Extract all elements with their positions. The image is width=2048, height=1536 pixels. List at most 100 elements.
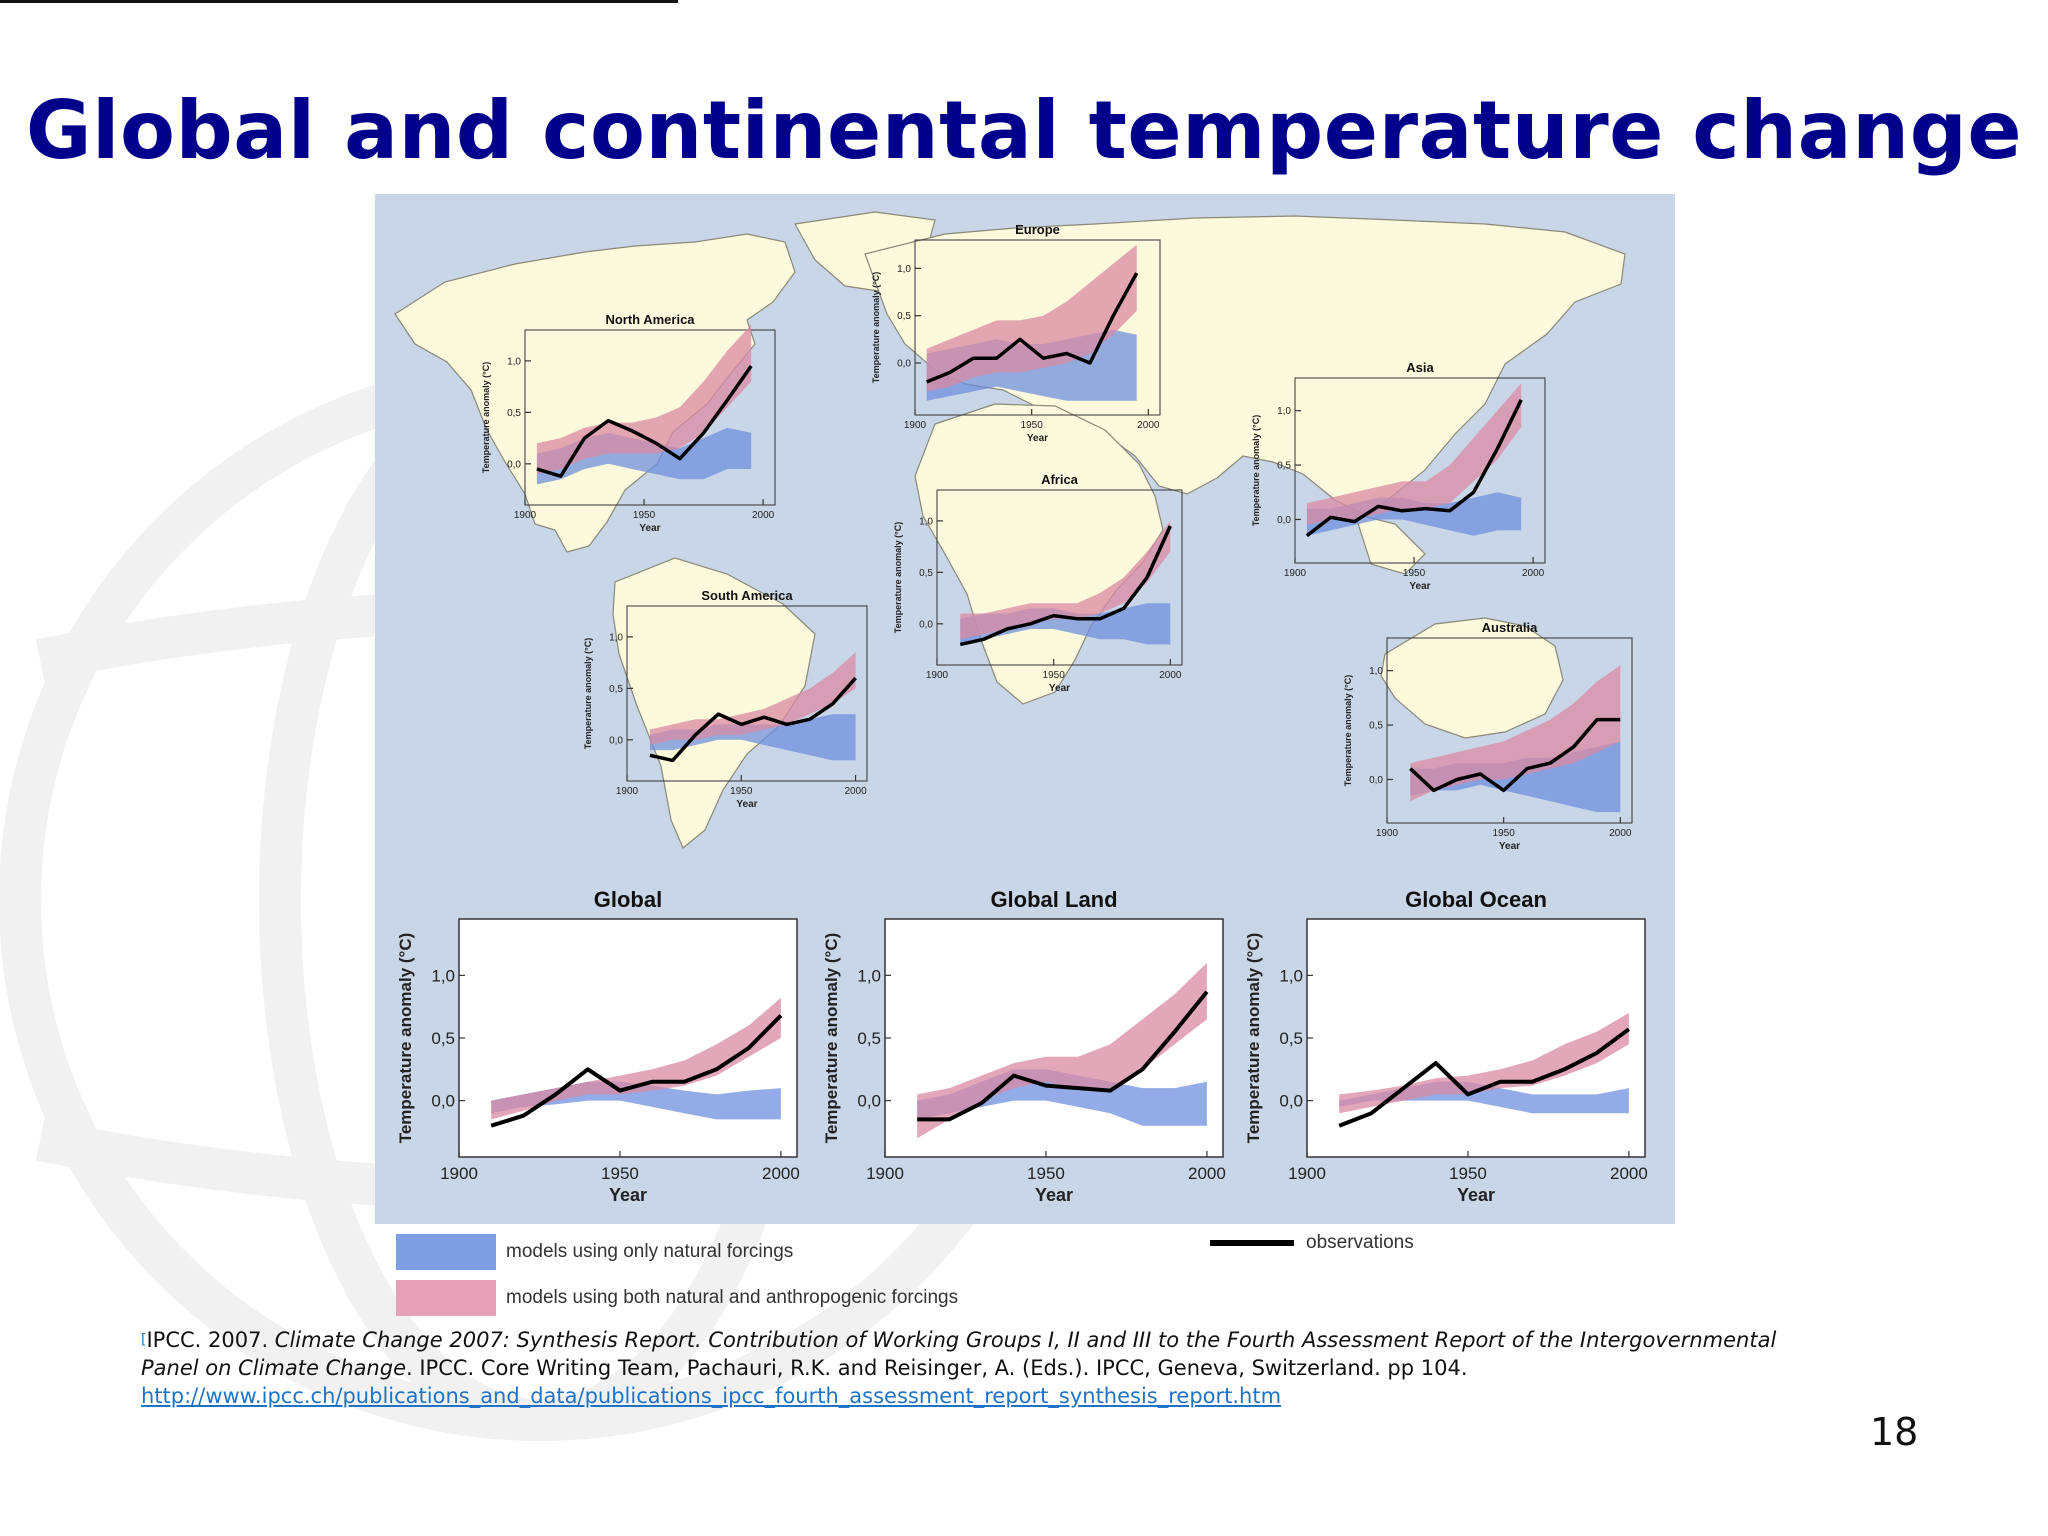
y-axis-label: Temperature anomaly (°C)	[1244, 933, 1263, 1144]
x-axis-label: Year	[1027, 433, 1048, 444]
citation-link[interactable]: http://www.ipcc.ch/publications_and_data…	[141, 1384, 1282, 1408]
y-tick-label: 0,5	[507, 408, 521, 419]
y-tick-label: 0,5	[431, 1029, 455, 1048]
x-tick-label: 1950	[1043, 670, 1066, 681]
legend-both-swatch	[396, 1280, 496, 1316]
citation-text-2: . IPCC. Core Writing Team, Pachauri, R.K…	[406, 1356, 1468, 1380]
x-tick-label: 2000	[1159, 670, 1182, 681]
x-tick-label: 1950	[633, 510, 656, 521]
chart-north-america: 1900 1950 2000 0,0 0,5 1,0 Year Temperature ano…	[481, 312, 776, 534]
plot-frame	[1294, 377, 1546, 564]
legend-observations-line	[1210, 1240, 1294, 1246]
observations-line	[1338, 1027, 1631, 1128]
anthropogenic-forcings-band	[960, 520, 1171, 640]
chart-south-america: 1900 1950 2000 0,0 0,5 1,0 Year Temperature ano…	[583, 588, 868, 810]
citation: [IPCC. 2007. Climate Change 2007: Synthe…	[141, 1326, 1781, 1410]
x-axis-label: Year	[1049, 683, 1070, 694]
y-tick-label: 0,0	[897, 358, 911, 369]
x-axis-label: Year	[639, 523, 660, 534]
x-tick-label: 1900	[1284, 568, 1307, 579]
y-axis-label: Temperature anomaly (°C)	[583, 638, 593, 749]
y-tick-label: 1,0	[609, 632, 623, 643]
y-tick-label: 0,0	[1277, 515, 1291, 526]
chart-title: Global	[594, 887, 662, 912]
x-tick-label: 1950	[730, 786, 753, 797]
x-tick-label: 2000	[752, 510, 775, 521]
top-rule	[0, 0, 678, 3]
plot-frame	[524, 329, 776, 506]
legend-natural: models using only natural forcings	[396, 1234, 793, 1270]
observations-line	[490, 1014, 783, 1128]
legend-natural-swatch	[396, 1234, 496, 1270]
slide-title: Global and continental temperature chang…	[25, 84, 2023, 177]
chart-europe: 1900 1950 2000 0,0 0,5 1,0 Year Temperature ano…	[871, 222, 1161, 444]
chart-title: Europe	[1015, 222, 1060, 237]
chart-title: Asia	[1406, 360, 1434, 375]
southeast-asia-land	[1354, 513, 1426, 575]
x-tick-label: 1950	[1027, 1164, 1065, 1183]
citation-text-1: IPCC. 2007.	[146, 1328, 275, 1352]
y-axis-label: Temperature anomaly (°C)	[1251, 415, 1261, 526]
world-map	[394, 211, 1626, 849]
anthropogenic-forcings-band	[1339, 1012, 1629, 1114]
chart-title: North America	[605, 312, 695, 327]
observations-line	[959, 525, 1172, 647]
observations-line	[536, 364, 753, 478]
x-axis-label: Year	[1409, 581, 1430, 592]
x-tick-label: 2000	[1522, 568, 1545, 579]
observations-line	[1305, 399, 1523, 538]
y-tick-label: 0,0	[857, 1092, 881, 1111]
y-tick-label: 1,0	[857, 966, 881, 985]
legend-natural-label: models using only natural forcings	[506, 1241, 794, 1262]
citation-title: Climate Change 2007: Synthesis Report. C…	[141, 1328, 1777, 1380]
plot-frame	[626, 605, 868, 782]
observations-line	[926, 272, 1139, 384]
x-tick-label: 1900	[514, 510, 537, 521]
y-tick-label: 1,0	[897, 264, 911, 275]
chart-global-land: 1900 1950 2000 0,0 0,5 1,0 Year Temperature ano…	[822, 887, 1226, 1205]
y-axis-label: Temperature anomaly (°C)	[481, 362, 491, 473]
africa-land	[914, 403, 1164, 705]
x-tick-label: 2000	[1609, 828, 1632, 839]
x-axis-label: Year	[1499, 841, 1520, 852]
y-tick-label: 0,0	[1369, 775, 1383, 786]
x-tick-label: 1900	[926, 670, 949, 681]
x-tick-label: 1950	[1449, 1164, 1487, 1183]
x-tick-label: 1900	[1288, 1164, 1326, 1183]
x-tick-label: 1950	[1021, 420, 1044, 431]
x-tick-label: 2000	[844, 786, 867, 797]
chart-title: Africa	[1041, 472, 1079, 487]
legend-both: models using both natural and anthropoge…	[396, 1280, 958, 1316]
chart-africa: 1900 1950 2000 0,0 0,5 1,0 Year Temperature ano…	[893, 472, 1183, 694]
citation-footnote-marker[interactable]: [	[141, 1332, 147, 1348]
legend-observations-label: observations	[1306, 1232, 1414, 1253]
x-tick-label: 2000	[762, 1164, 800, 1183]
chart-global: 1900 1950 2000 0,0 0,5 1,0 Year Temperature ano…	[396, 887, 800, 1205]
y-tick-label: 1,0	[1279, 966, 1303, 985]
page-number: 18	[1870, 1410, 1919, 1454]
y-tick-label: 0,5	[609, 684, 623, 695]
x-tick-label: 2000	[1137, 420, 1160, 431]
chart-australia: 1900 1950 2000 0,0 0,5 1,0 Year Temperature ano…	[1343, 620, 1633, 852]
chart-title: South America	[701, 588, 793, 603]
x-tick-label: 1900	[440, 1164, 478, 1183]
chart-title: Global Ocean	[1405, 887, 1547, 912]
y-tick-label: 0,0	[431, 1092, 455, 1111]
chart-global-ocean: 1900 1950 2000 0,0 0,5 1,0 Year Temperature ano…	[1244, 887, 1648, 1205]
anthropogenic-forcings-band	[926, 244, 1137, 392]
anthropogenic-forcings-band	[1306, 383, 1522, 525]
legend: models using only natural forcings model…	[396, 1224, 1536, 1324]
chart-title: Australia	[1482, 620, 1538, 635]
y-tick-label: 0,0	[919, 619, 933, 630]
y-axis-label: Temperature anomaly (°C)	[822, 933, 841, 1144]
x-axis-label: Year	[1457, 1185, 1495, 1205]
observations-line	[1409, 717, 1621, 793]
y-tick-label: 1,0	[507, 356, 521, 367]
observations-line	[917, 990, 1209, 1122]
x-tick-label: 1950	[1403, 568, 1426, 579]
plot-frame	[936, 489, 1183, 666]
anthropogenic-forcings-band	[649, 652, 856, 745]
x-axis-label: Year	[736, 799, 757, 810]
chart-panels: 1900 1950 2000 0,0 0,5 1,0 Year Temperature ano…	[396, 222, 1648, 1205]
y-tick-label: 0,5	[1369, 721, 1383, 732]
